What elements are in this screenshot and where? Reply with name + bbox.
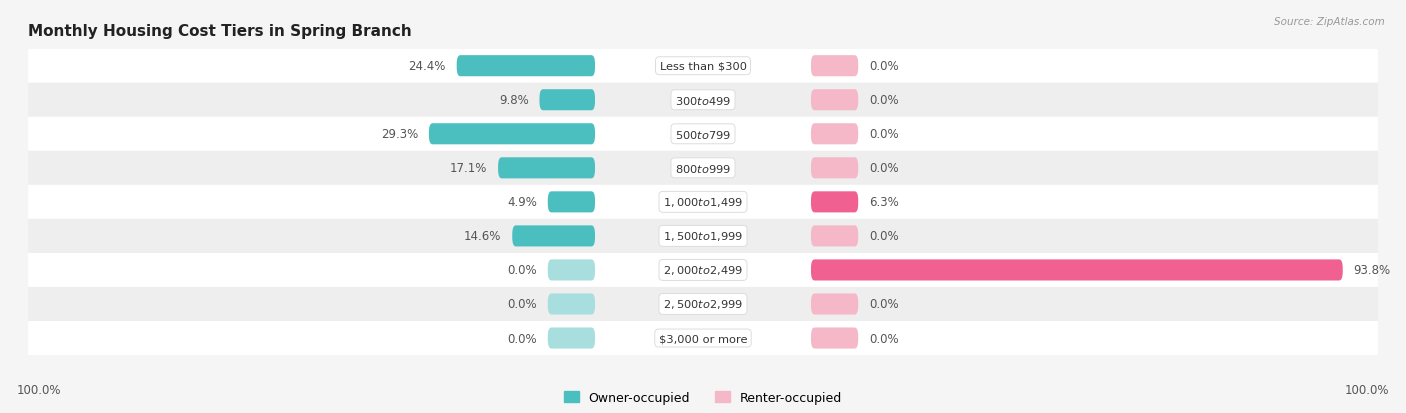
Text: Source: ZipAtlas.com: Source: ZipAtlas.com	[1274, 17, 1385, 26]
Legend: Owner-occupied, Renter-occupied: Owner-occupied, Renter-occupied	[564, 391, 842, 404]
FancyBboxPatch shape	[811, 226, 858, 247]
Text: 100.0%: 100.0%	[17, 384, 62, 396]
FancyBboxPatch shape	[811, 90, 858, 111]
Text: 17.1%: 17.1%	[450, 162, 488, 175]
Text: 93.8%: 93.8%	[1354, 264, 1391, 277]
FancyBboxPatch shape	[28, 50, 1378, 83]
FancyBboxPatch shape	[811, 260, 1343, 281]
Text: $1,000 to $1,499: $1,000 to $1,499	[664, 196, 742, 209]
FancyBboxPatch shape	[811, 56, 858, 77]
FancyBboxPatch shape	[429, 124, 595, 145]
Text: 0.0%: 0.0%	[869, 128, 898, 141]
FancyBboxPatch shape	[811, 124, 858, 145]
FancyBboxPatch shape	[512, 226, 595, 247]
Text: Less than $300: Less than $300	[659, 62, 747, 71]
FancyBboxPatch shape	[811, 158, 858, 179]
FancyBboxPatch shape	[540, 90, 595, 111]
Text: 0.0%: 0.0%	[869, 230, 898, 243]
Text: 0.0%: 0.0%	[869, 162, 898, 175]
Text: 24.4%: 24.4%	[409, 60, 446, 73]
Text: 14.6%: 14.6%	[464, 230, 502, 243]
FancyBboxPatch shape	[548, 192, 595, 213]
FancyBboxPatch shape	[28, 185, 1378, 219]
Text: 4.9%: 4.9%	[508, 196, 537, 209]
Text: 0.0%: 0.0%	[508, 264, 537, 277]
Text: 0.0%: 0.0%	[508, 332, 537, 345]
Text: $3,000 or more: $3,000 or more	[659, 333, 747, 343]
Text: $300 to $499: $300 to $499	[675, 95, 731, 107]
Text: 0.0%: 0.0%	[869, 298, 898, 311]
FancyBboxPatch shape	[548, 294, 595, 315]
FancyBboxPatch shape	[28, 219, 1378, 253]
Text: $800 to $999: $800 to $999	[675, 162, 731, 174]
FancyBboxPatch shape	[28, 287, 1378, 321]
FancyBboxPatch shape	[811, 294, 858, 315]
FancyBboxPatch shape	[28, 253, 1378, 287]
FancyBboxPatch shape	[811, 192, 858, 213]
Text: 0.0%: 0.0%	[869, 332, 898, 345]
FancyBboxPatch shape	[28, 321, 1378, 355]
Text: 29.3%: 29.3%	[381, 128, 418, 141]
Text: 0.0%: 0.0%	[508, 298, 537, 311]
FancyBboxPatch shape	[28, 83, 1378, 117]
FancyBboxPatch shape	[811, 328, 858, 349]
FancyBboxPatch shape	[498, 158, 595, 179]
Text: 0.0%: 0.0%	[869, 60, 898, 73]
Text: $500 to $799: $500 to $799	[675, 128, 731, 140]
Text: 6.3%: 6.3%	[869, 196, 898, 209]
Text: $1,500 to $1,999: $1,500 to $1,999	[664, 230, 742, 243]
Text: $2,500 to $2,999: $2,500 to $2,999	[664, 298, 742, 311]
FancyBboxPatch shape	[28, 152, 1378, 185]
Text: 9.8%: 9.8%	[499, 94, 529, 107]
FancyBboxPatch shape	[28, 117, 1378, 152]
Text: $2,000 to $2,499: $2,000 to $2,499	[664, 264, 742, 277]
Text: Monthly Housing Cost Tiers in Spring Branch: Monthly Housing Cost Tiers in Spring Bra…	[28, 24, 412, 39]
FancyBboxPatch shape	[548, 260, 595, 281]
Text: 100.0%: 100.0%	[1344, 384, 1389, 396]
Text: 0.0%: 0.0%	[869, 94, 898, 107]
FancyBboxPatch shape	[548, 328, 595, 349]
FancyBboxPatch shape	[457, 56, 595, 77]
